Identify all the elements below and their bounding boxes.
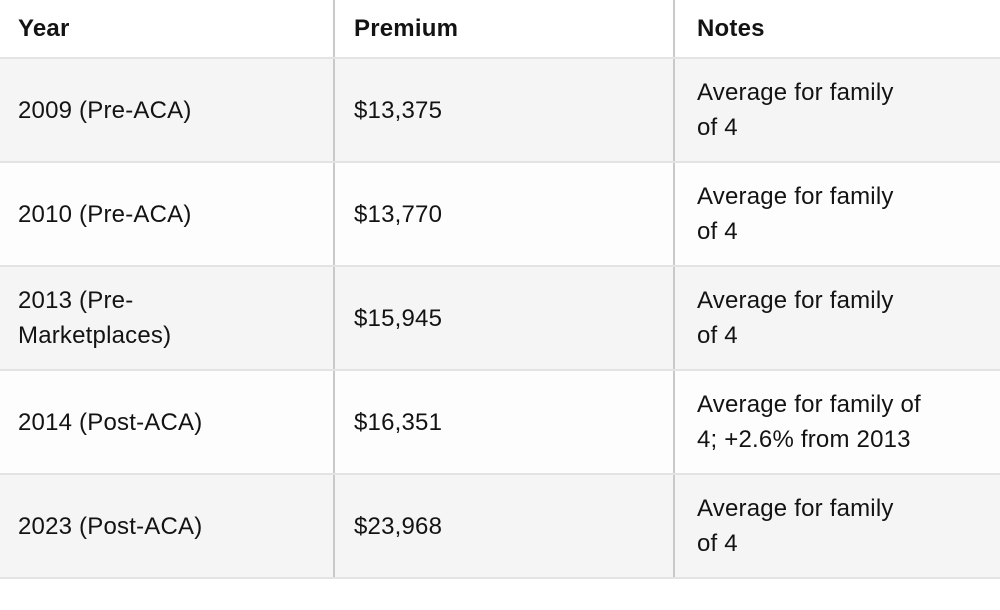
notes-cell: Average for family of 4 xyxy=(673,59,1000,161)
table-row: 2023 (Post-ACA) $23,968 Average for fami… xyxy=(0,473,1000,577)
table-row: 2013 (Pre- Marketplaces) $15,945 Average… xyxy=(0,265,1000,369)
premium-cell: $23,968 xyxy=(333,475,673,577)
table-row: 2010 (Pre-ACA) $13,770 Average for famil… xyxy=(0,161,1000,265)
notes-cell: Average for family of 4; +2.6% from 2013 xyxy=(673,371,1000,473)
premium-cell: $15,945 xyxy=(333,267,673,369)
column-header-notes: Notes xyxy=(673,0,1000,57)
table-header-row: Year Premium Notes xyxy=(0,0,1000,57)
year-cell: 2009 (Pre-ACA) xyxy=(18,96,192,124)
premium-history-table: Year Premium Notes 2009 (Pre-ACA) $13,37… xyxy=(0,0,1000,579)
table-row: 2009 (Pre-ACA) $13,375 Average for famil… xyxy=(0,57,1000,161)
notes-cell: Average for family of 4 xyxy=(673,163,1000,265)
year-cell: 2023 (Post-ACA) xyxy=(18,512,203,540)
notes-cell: Average for family of 4 xyxy=(673,475,1000,577)
table-row: 2014 (Post-ACA) $16,351 Average for fami… xyxy=(0,369,1000,473)
year-cell: 2010 (Pre-ACA) xyxy=(18,200,192,228)
notes-cell: Average for family of 4 xyxy=(673,267,1000,369)
year-cell: 2013 (Pre- Marketplaces) xyxy=(18,287,172,349)
year-cell: 2014 (Post-ACA) xyxy=(18,408,203,436)
premium-cell: $13,375 xyxy=(333,59,673,161)
premium-cell: $13,770 xyxy=(333,163,673,265)
premium-cell: $16,351 xyxy=(333,371,673,473)
column-header-year: Year xyxy=(18,15,70,42)
column-header-premium: Premium xyxy=(333,0,673,57)
